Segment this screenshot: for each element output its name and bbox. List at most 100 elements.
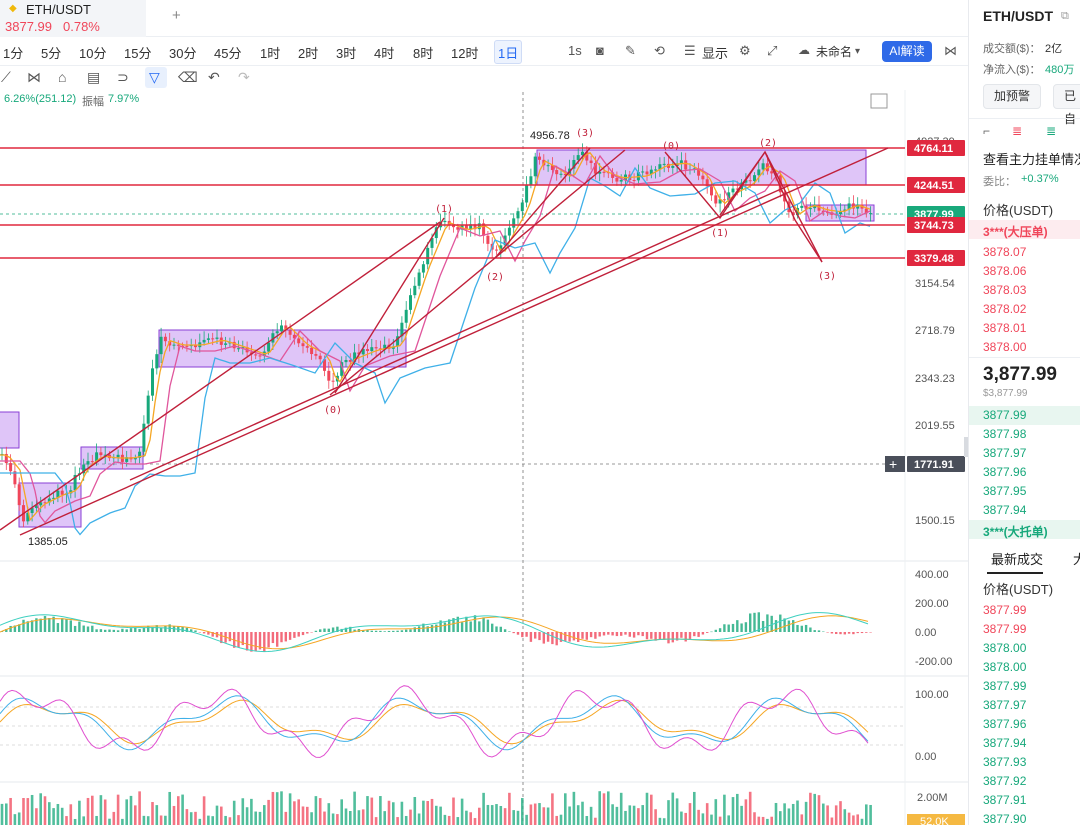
macd-tick: -200.00 [915, 656, 952, 668]
list-icon[interactable]: ☰ [684, 43, 696, 58]
bid-row[interactable]: 3877.96 [983, 465, 1027, 479]
interval-15m[interactable]: 15分 [124, 46, 152, 61]
ai-analysis-button[interactable]: AI解读 [882, 41, 932, 62]
cloud-icon[interactable]: ☁ [798, 43, 810, 57]
volume-bar [753, 812, 756, 825]
ask-row[interactable]: 3878.03 [983, 283, 1027, 297]
ask-row[interactable]: 3878.01 [983, 321, 1027, 335]
depth-link[interactable]: 查看主力挂单情况 [983, 152, 1080, 167]
volume-bar [731, 797, 735, 825]
depth-mode-2-icon[interactable]: ≣ [1012, 124, 1023, 138]
tab-latest-trades[interactable]: 最新成交 [991, 552, 1044, 567]
interval-12h[interactable]: 12时 [451, 46, 479, 61]
ask-row[interactable]: 3878.06 [983, 264, 1027, 278]
display-button[interactable]: 显示 [702, 46, 729, 61]
volume-bar [847, 812, 851, 825]
bid-row[interactable]: 3877.95 [983, 484, 1027, 498]
interval-1h[interactable]: 1时 [260, 46, 281, 61]
macd-bar [594, 632, 597, 639]
trash-icon[interactable]: ⌫ [178, 69, 198, 85]
trendlines [0, 147, 889, 536]
candle-body [125, 457, 129, 462]
volume-bar [241, 798, 245, 825]
price-tag-label: 4244.51 [914, 180, 954, 192]
candle-body [731, 188, 735, 193]
turnover-label: 成交额($)： [983, 43, 1041, 55]
rotate-icon[interactable]: ⟲ [654, 43, 665, 58]
depth-mode-3-icon[interactable]: ≣ [1046, 124, 1057, 138]
ma-line-long [0, 166, 871, 536]
candle-body [370, 347, 374, 352]
redo-icon[interactable]: ↷ [238, 69, 250, 85]
volume-bar [680, 811, 683, 825]
lock-icon[interactable]: ⌂ [58, 69, 67, 85]
volume-bar [318, 798, 322, 825]
expand-icon[interactable] [870, 93, 888, 109]
chevron-down-icon[interactable]: ▾ [855, 46, 861, 57]
already-button[interactable]: 已自 [1053, 84, 1080, 126]
interval-1m[interactable]: 1分 [3, 46, 24, 61]
macd-bar [392, 630, 395, 632]
camera-icon[interactable]: ◙ [596, 43, 604, 58]
macd-bar [198, 632, 201, 633]
candle-body [176, 344, 180, 346]
interval-10m[interactable]: 10分 [79, 46, 107, 61]
trade-row: 3877.97 [983, 698, 1027, 712]
layout-name[interactable]: 未命名 [816, 45, 853, 59]
macd-bar [731, 623, 735, 632]
add-tab-button[interactable]: + [172, 7, 181, 24]
bid-row[interactable]: 3877.99 [983, 408, 1027, 422]
interval-30m[interactable]: 30分 [169, 46, 197, 61]
depth-mode-1-icon[interactable]: ⌐ [983, 124, 991, 138]
interval-4h[interactable]: 4时 [374, 46, 395, 61]
share-icon[interactable]: ⋈ [944, 43, 957, 58]
volume-bar [146, 816, 150, 825]
add-alert-button[interactable]: 加预警 [983, 84, 1042, 109]
kdj-tick: 100.00 [915, 689, 949, 701]
filter-icon[interactable]: ▽ [149, 69, 160, 85]
volume-bar [503, 808, 507, 825]
trade-row: 3877.99 [983, 622, 1027, 636]
bid-row[interactable]: 3877.94 [983, 503, 1027, 517]
macd-bar [448, 619, 451, 632]
volume-bar [220, 806, 223, 825]
price-chart[interactable]: 4956.78 1385.05 (1) (2) (0) (3) (0) (2) (1) (3) 4… [0, 90, 968, 825]
interval-45m[interactable]: 45分 [214, 46, 242, 61]
undo-icon[interactable]: ↶ [208, 69, 220, 85]
interval-2h[interactable]: 2时 [298, 46, 319, 61]
settings-icon[interactable]: ⚙ [739, 43, 751, 58]
volume-bar [310, 812, 313, 825]
volume-bar [667, 800, 670, 825]
candle-body [714, 195, 718, 204]
interval-1d[interactable]: 1日 [498, 46, 519, 61]
fullscreen-icon[interactable]: ⤢ [767, 43, 778, 58]
interval-3h[interactable]: 3时 [336, 46, 357, 61]
ask-row[interactable]: 3878.00 [983, 340, 1027, 354]
tool-text-icon[interactable]: ▤ [87, 69, 101, 85]
macd-bar [26, 621, 29, 632]
macd-bar [774, 620, 778, 632]
ask-row[interactable]: 3878.02 [983, 302, 1027, 316]
volume-bar [546, 807, 550, 825]
volume-bar [426, 801, 429, 825]
macd-bar [456, 616, 459, 632]
volume-bar [271, 791, 275, 825]
tool-pattern-icon[interactable]: ⋈ [27, 69, 41, 85]
copy-icon[interactable]: ⧉ [1061, 10, 1069, 22]
interval-8h[interactable]: 8时 [413, 46, 434, 61]
bid-row[interactable]: 3877.98 [983, 427, 1027, 441]
symbol-tab[interactable]: ◆ ETH/USDT 3877.99 0.78% [0, 0, 146, 37]
tool-line-icon[interactable]: ⟋ [1, 69, 11, 85]
seconds-button[interactable]: 1s [568, 43, 582, 58]
interval-5m[interactable]: 5分 [41, 46, 62, 61]
ask-row[interactable]: 3878.07 [983, 245, 1027, 259]
macd-bar [340, 628, 343, 632]
panel-collapse-handle[interactable] [964, 437, 968, 457]
macd-bar [48, 618, 51, 632]
tab-large-trades[interactable]: 大 [1073, 552, 1080, 567]
volume-bar [736, 793, 739, 825]
bid-row[interactable]: 3877.97 [983, 446, 1027, 460]
pencil-icon[interactable]: ✎ [625, 43, 636, 58]
magnet-icon[interactable]: ⊃ [117, 69, 129, 85]
